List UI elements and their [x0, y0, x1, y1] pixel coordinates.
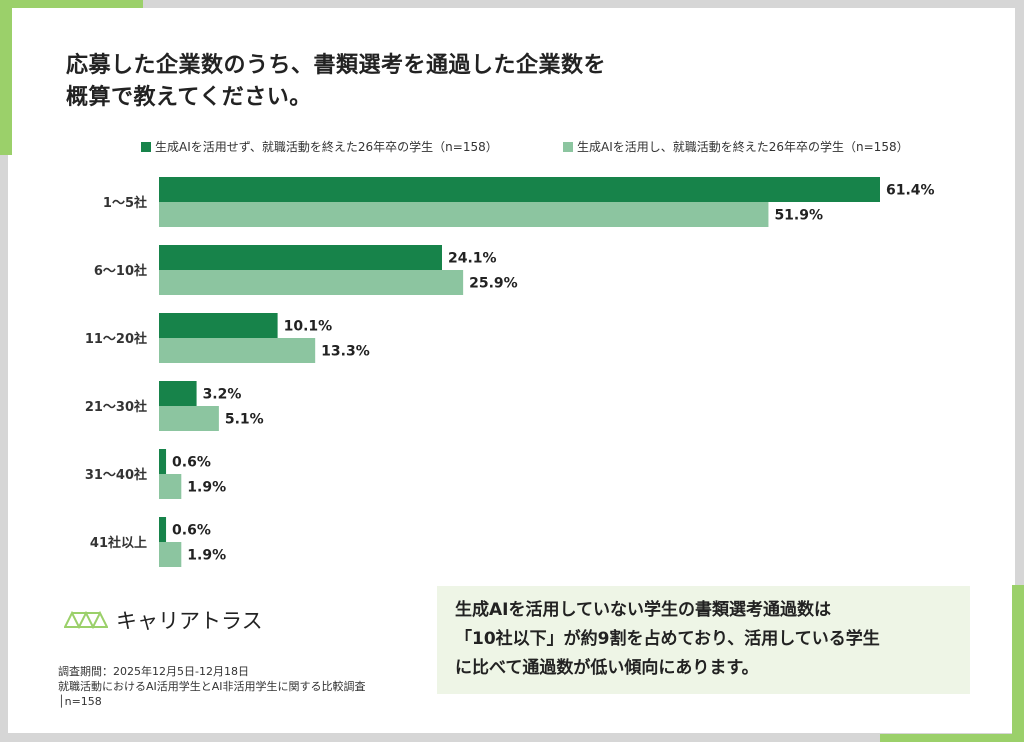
category-label: 21～30社: [85, 399, 147, 415]
data-label: 51.9%: [774, 208, 823, 224]
title-line: 応募した企業数のうち、書類選考を通過した企業数を: [66, 53, 607, 78]
accent-bar: [0, 0, 12, 155]
bar: [159, 313, 278, 338]
data-label: 1.9%: [187, 480, 226, 496]
survey-notes: 調査期間：2025年12月5日-12月18日 就職活動におけるAI活用学生とAI…: [58, 664, 366, 709]
data-label: 25.9%: [469, 276, 518, 292]
category-label: 41社以上: [90, 535, 147, 551]
chart-title: 応募した企業数のうち、書類選考を通過した企業数を 概算で教えてください。: [66, 50, 606, 114]
bar: [159, 406, 219, 431]
category-label: 1～5社: [103, 195, 147, 211]
bar-chart: 1～5社 61.4% 51.9% 6～10社 24.1% 25.9% 11～20社 10.1%…: [85, 177, 935, 567]
truss-icon: [64, 611, 108, 629]
bar: [159, 245, 442, 270]
bar: [159, 202, 769, 227]
data-label: 1.9%: [187, 548, 226, 564]
legend-label: 生成AIを活用し、就職活動を終えた26年卒の学生（n=158）: [577, 140, 909, 154]
legend-swatch: [563, 141, 573, 152]
legend-item-1: 生成AIを活用せず、就職活動を終えた26年卒の学生（n=158）: [141, 138, 498, 155]
data-label: 10.1%: [284, 319, 333, 335]
category-label: 6～10社: [94, 263, 147, 279]
data-label: 5.1%: [225, 412, 264, 428]
legend-label: 生成AIを活用せず、就職活動を終えた26年卒の学生（n=158）: [155, 140, 498, 154]
logo: キャリアトラス: [64, 605, 263, 635]
category-label: 31～40社: [85, 467, 147, 483]
bar: [159, 177, 880, 202]
note-line: 就職活動におけるAI活用学生とAI非活用学生に関する比較調査: [58, 680, 366, 693]
accent-bar: [1012, 585, 1024, 742]
summary-box: 生成AIを活用していない学生の書類選考通過数は 「10社以下」が約9割を占めてお…: [437, 586, 970, 694]
category-label: 11～20社: [85, 331, 147, 347]
note-line: 調査期間：2025年12月5日-12月18日: [58, 665, 249, 678]
accent-bar: [880, 734, 1024, 742]
summary-line: に比べて通過数が低い傾向にあります。: [455, 658, 759, 678]
bar: [159, 270, 464, 295]
legend-item-2: 生成AIを活用し、就職活動を終えた26年卒の学生（n=158）: [563, 138, 909, 155]
bar: [159, 474, 182, 499]
summary-line: 生成AIを活用していない学生の書類選考通過数は: [455, 600, 831, 620]
bar: [159, 449, 167, 474]
summary-line: 「10社以下」が約9割を占めており、活用している学生: [455, 629, 880, 649]
bar: [159, 542, 182, 567]
data-label: 13.3%: [321, 344, 370, 360]
data-label: 24.1%: [448, 251, 497, 267]
data-label: 0.6%: [172, 523, 211, 539]
data-label: 61.4%: [886, 183, 935, 199]
legend-swatch: [141, 141, 151, 152]
bar: [159, 338, 316, 363]
data-label: 3.2%: [203, 387, 242, 403]
bar: [159, 517, 167, 542]
logo-text: キャリアトラス: [116, 609, 263, 633]
accent-bar: [0, 0, 143, 8]
note-line: │n=158: [58, 695, 102, 708]
title-line: 概算で教えてください。: [66, 85, 312, 110]
data-label: 0.6%: [172, 455, 211, 471]
bar: [159, 381, 197, 406]
